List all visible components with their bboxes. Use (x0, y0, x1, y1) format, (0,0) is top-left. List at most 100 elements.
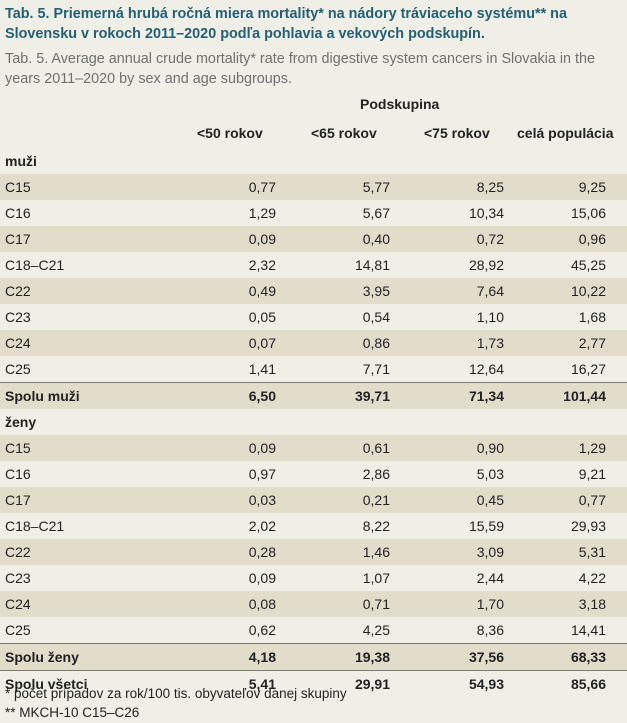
row-padding (606, 252, 627, 278)
table-cell: 1,29 (504, 435, 606, 461)
row-padding (606, 435, 627, 461)
table-cell: 8,22 (362, 518, 390, 534)
table-cell: 0,97 (248, 466, 276, 482)
table-cell: 71,34 (390, 382, 504, 409)
table-cell: 7,71 (362, 361, 390, 377)
column-header: <65 rokov (311, 125, 377, 141)
footnote: * počet prípadov za rok/100 tis. obyvate… (5, 686, 347, 701)
table-cell: 0,09 (160, 226, 276, 252)
table-cell: 14,81 (354, 257, 390, 273)
table-cell: 9,21 (578, 466, 606, 482)
table-cell: 3,18 (504, 591, 606, 617)
row-padding (606, 200, 627, 226)
row-label: Spolu všetci (0, 670, 160, 697)
table-cell: 45,25 (570, 257, 606, 273)
table-row: C23 0,05 0,54 1,10 1,68 (0, 304, 627, 330)
mortality-table: muži C15 0,77 5,77 8,25 9,25 C16 1,29 5,67 10,34 1… (0, 148, 627, 697)
row-padding (606, 539, 627, 565)
table-cell: 8,36 (476, 622, 504, 638)
table-cell (276, 148, 390, 174)
table-cell (160, 409, 276, 435)
row-padding (606, 409, 627, 435)
row-label: C22 (0, 539, 160, 565)
total-row: Spolu všetci 5,41 29,91 54,93 85,66 (0, 670, 627, 697)
row-label: C17 (0, 226, 160, 252)
group-header: Podskupina (360, 96, 440, 112)
section-row: muži (0, 148, 627, 174)
table-row: C25 0,62 4,25 8,36 14,41 (0, 617, 627, 644)
table-cell: 0,45 (390, 487, 504, 513)
row-padding (606, 461, 627, 487)
footnote: ** MKCH-10 C15–C26 (5, 705, 140, 720)
table-cell: 1,10 (476, 309, 504, 325)
table-cell: 2,86 (362, 466, 390, 482)
row-padding (606, 356, 627, 383)
table-subtitle: Tab. 5. Average annual crude mortality* … (5, 51, 596, 87)
table-cell: 0,05 (248, 309, 276, 325)
table-cell: 39,71 (276, 382, 390, 409)
row-padding (606, 617, 627, 644)
table-cell: 19,38 (276, 643, 390, 671)
table-cell (390, 148, 504, 174)
table-cell: 0,86 (276, 330, 390, 356)
table-cell: 2,77 (504, 330, 606, 356)
table-cell: 1,70 (390, 591, 504, 617)
table-cell: 4,18 (160, 643, 276, 671)
row-padding (606, 565, 627, 591)
table-cell: 7,64 (390, 278, 504, 304)
table-cell: 3,09 (390, 539, 504, 565)
row-label: C24 (0, 591, 160, 617)
row-label: Spolu muži (0, 382, 160, 409)
table-cell: 28,92 (468, 257, 504, 273)
table-title: Tab. 5. Priemerná hrubá ročná miera mort… (5, 6, 567, 42)
table-cell: 1,46 (276, 539, 390, 565)
row-padding (606, 330, 627, 356)
table-cell: 0,08 (160, 591, 276, 617)
row-label: C23 (5, 309, 31, 325)
table-cell: 2,44 (476, 570, 504, 586)
table-cell: 0,77 (160, 174, 276, 200)
table-cell: 37,56 (390, 643, 504, 671)
table-row: C17 0,09 0,40 0,72 0,96 (0, 226, 627, 252)
table-row: C24 0,08 0,71 1,70 3,18 (0, 591, 627, 617)
table-cell: 1,29 (248, 205, 276, 221)
table-cell: 6,50 (160, 382, 276, 409)
table-row: C22 0,28 1,46 3,09 5,31 (0, 539, 627, 565)
table-cell: 0,21 (276, 487, 390, 513)
table-cell (504, 409, 606, 435)
table-cell: 1,73 (390, 330, 504, 356)
table-cell: 4,22 (578, 570, 606, 586)
row-label: C16 (5, 205, 31, 221)
table-cell: 12,64 (468, 361, 504, 377)
table-cell: 5,77 (276, 174, 390, 200)
row-padding (606, 513, 627, 539)
row-padding (606, 226, 627, 252)
table-cell: 1,07 (362, 570, 390, 586)
table-row: C15 0,77 5,77 8,25 9,25 (0, 174, 627, 200)
row-label: C17 (0, 487, 160, 513)
section-row: ženy (0, 409, 627, 435)
table-row: C17 0,03 0,21 0,45 0,77 (0, 487, 627, 513)
table-cell: 3,95 (276, 278, 390, 304)
table-cell: 5,31 (504, 539, 606, 565)
table-row: C18–C21 2,02 8,22 15,59 29,93 (0, 513, 627, 539)
table-row: C18–C21 2,32 14,81 28,92 45,25 (0, 252, 627, 278)
table-cell: 2,32 (248, 257, 276, 273)
row-label: C23 (5, 570, 31, 586)
table-cell (390, 409, 504, 435)
table-cell: 0,61 (276, 435, 390, 461)
table-cell: 0,71 (276, 591, 390, 617)
table-row: C24 0,07 0,86 1,73 2,77 (0, 330, 627, 356)
total-row: Spolu ženy 4,18 19,38 37,56 68,33 (0, 643, 627, 671)
table-cell: 14,41 (570, 622, 606, 638)
row-label: C22 (0, 278, 160, 304)
table-row: C23 0,09 1,07 2,44 4,22 (0, 565, 627, 591)
table-cell: 16,27 (570, 361, 606, 377)
table-cell: 101,44 (504, 382, 606, 409)
row-label: muži (5, 153, 37, 169)
row-label: C25 (5, 622, 31, 638)
row-padding (606, 278, 627, 304)
row-padding (606, 643, 627, 671)
table-cell: 10,22 (504, 278, 606, 304)
